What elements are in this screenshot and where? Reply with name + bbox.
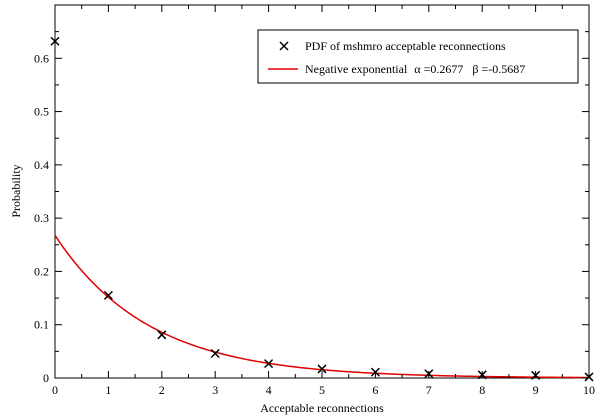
data-point	[103, 290, 113, 300]
x-tick-label: 0	[52, 383, 58, 397]
y-tick-label: 0.6	[34, 51, 49, 65]
y-axis-label: Probability	[9, 164, 23, 217]
data-point	[317, 364, 327, 374]
y-tick-label: 0	[43, 371, 49, 385]
data-point	[477, 370, 487, 380]
legend-fit-name: Negative exponential	[305, 62, 408, 76]
y-tick-label: 0.4	[34, 158, 49, 172]
legend-alpha-value: =0.2677	[424, 62, 464, 76]
x-tick-label: 8	[479, 383, 485, 397]
data-point	[424, 369, 434, 379]
x-tick-label: 3	[212, 383, 218, 397]
x-tick-label: 2	[159, 383, 165, 397]
data-points-layer	[50, 36, 594, 382]
data-point	[531, 370, 541, 380]
legend-box	[257, 29, 579, 84]
legend-beta-value: =-0.5687	[481, 62, 525, 76]
x-tick-label: 4	[266, 383, 272, 397]
data-point	[370, 367, 380, 377]
x-tick-label: 7	[426, 383, 432, 397]
x-tick-label: 6	[372, 383, 378, 397]
data-point	[157, 330, 167, 340]
ticks-layer: 0 1 2 3 4 5 6 7 8 9 10 0 0.1 0.2 0.3 0.4 0.5 0.6	[34, 5, 595, 397]
y-tick-label: 0.2	[34, 264, 49, 278]
x-tick-label: 1	[105, 383, 111, 397]
y-tick-label: 0.1	[34, 318, 49, 332]
x-tick-label: 10	[583, 383, 595, 397]
x-axis-label: Acceptable reconnections	[260, 401, 384, 415]
legend-alpha-symbol: α	[414, 62, 421, 76]
data-point	[584, 372, 594, 382]
x-tick-label: 9	[533, 383, 539, 397]
data-point	[210, 348, 220, 359]
legend: PDF of mshmro acceptable reconnections N…	[257, 29, 579, 84]
x-tick-label: 5	[319, 383, 325, 397]
data-point	[50, 36, 60, 46]
legend-label-fit: Negative exponential α =0.2677 β =-0.568…	[305, 62, 525, 76]
legend-beta-symbol: β	[472, 62, 478, 76]
legend-marker-x	[279, 41, 289, 51]
legend-label-pdf: PDF of mshmro acceptable reconnections	[305, 39, 506, 53]
data-point	[264, 359, 274, 369]
y-tick-label: 0.5	[34, 105, 49, 119]
y-tick-label: 0.3	[34, 211, 49, 225]
